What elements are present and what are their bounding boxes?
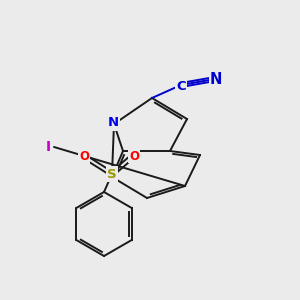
Text: N: N [210,71,222,86]
Text: C: C [176,80,186,92]
Text: I: I [45,140,51,154]
Text: O: O [79,151,89,164]
Text: O: O [129,149,139,163]
Text: S: S [107,167,117,181]
Text: N: N [107,116,118,130]
